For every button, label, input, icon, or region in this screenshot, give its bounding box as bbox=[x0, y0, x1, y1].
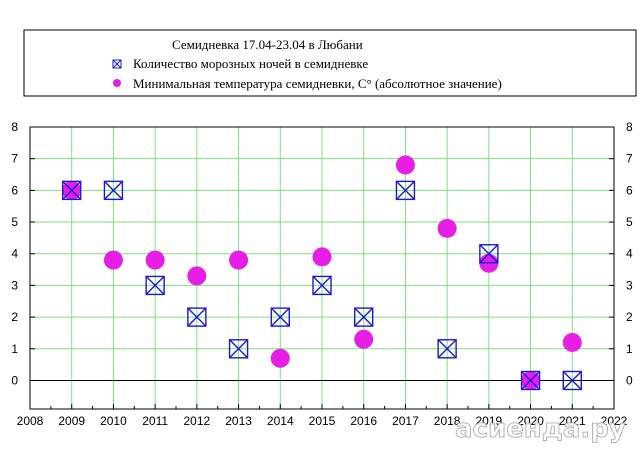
series-frost-nights bbox=[62, 180, 582, 391]
y-tick-label-right: 4 bbox=[626, 247, 633, 261]
point-frost-nights bbox=[395, 180, 416, 201]
x-tick-label: 2021 bbox=[559, 414, 586, 428]
point-min-temp bbox=[229, 250, 249, 270]
ticks: 2008 2009 2010 2011 2012 2013 2014 2015 2016 2017… bbox=[11, 120, 633, 428]
point-frost-nights bbox=[145, 275, 165, 296]
point-frost-nights bbox=[562, 370, 582, 391]
y-tick-label-left: 3 bbox=[11, 278, 18, 292]
x-tick-label: 2013 bbox=[225, 414, 252, 428]
y-tick-label-left: 5 bbox=[11, 215, 18, 229]
point-frost-nights bbox=[479, 244, 499, 264]
y-tick-label-right: 5 bbox=[626, 215, 633, 229]
legend-box bbox=[23, 29, 637, 97]
y-tick-label-right: 8 bbox=[626, 120, 633, 134]
point-frost-nights bbox=[354, 307, 374, 327]
y-tick-label-right: 6 bbox=[626, 183, 633, 197]
legend-marker-min-temp bbox=[113, 79, 121, 87]
point-min-temp bbox=[145, 250, 165, 270]
x-tick-label: 2018 bbox=[434, 414, 461, 428]
chart-title: Семидневка 17.04-23.04 в Любани bbox=[172, 37, 363, 52]
x-tick-label: 2015 bbox=[309, 414, 336, 428]
point-min-temp bbox=[437, 218, 457, 238]
point-min-temp bbox=[103, 250, 123, 270]
legend-marker-frost-nights bbox=[112, 59, 122, 69]
x-tick-label: 2012 bbox=[184, 414, 211, 428]
watermark: асиенда.ру bbox=[455, 414, 626, 444]
x-tick-label: 2017 bbox=[392, 414, 419, 428]
y-tick-label-left: 6 bbox=[11, 183, 18, 197]
point-min-temp bbox=[270, 348, 290, 368]
point-frost-nights bbox=[187, 307, 207, 327]
x-tick-label: 2009 bbox=[58, 414, 85, 428]
legend-label-min-temp: Минимальная температура семидневки, С° (… bbox=[133, 76, 502, 91]
point-frost-nights bbox=[103, 180, 124, 201]
grid bbox=[30, 126, 614, 409]
y-tick-label-right: 2 bbox=[626, 310, 633, 324]
x-tick-label: 2011 bbox=[142, 414, 168, 428]
point-min-temp bbox=[187, 266, 207, 286]
x-tick-label: 2014 bbox=[267, 414, 294, 428]
x-tick-label: 2008 bbox=[17, 414, 44, 428]
y-tick-label-left: 8 bbox=[11, 120, 18, 134]
legend-label-frost-nights: Количество морозных ночей в семидневке bbox=[133, 56, 368, 71]
point-min-temp bbox=[354, 329, 374, 349]
x-tick-label: 2020 bbox=[517, 414, 544, 428]
y-tick-label-right: 1 bbox=[626, 342, 633, 356]
y-tick-label-right: 0 bbox=[626, 373, 633, 387]
y-tick-label-left: 1 bbox=[11, 342, 18, 356]
point-frost-nights bbox=[520, 370, 541, 391]
point-frost-nights bbox=[312, 275, 332, 296]
legend: Семидневка 17.04-23.04 в Любани Количест… bbox=[23, 29, 637, 97]
y-tick-label-left: 2 bbox=[11, 310, 18, 324]
y-tick-label-right: 7 bbox=[626, 152, 633, 166]
point-frost-nights bbox=[437, 339, 457, 359]
plot-area: 2008 2009 2010 2011 2012 2013 2014 2015 2016 2017… bbox=[11, 120, 633, 428]
x-tick-label: 2010 bbox=[100, 414, 127, 428]
x-tick-label: 2022 bbox=[601, 414, 628, 428]
x-tick-label: 2019 bbox=[476, 414, 503, 428]
point-frost-nights bbox=[62, 180, 82, 201]
y-tick-label-left: 7 bbox=[11, 152, 18, 166]
point-frost-nights bbox=[228, 339, 249, 359]
point-min-temp bbox=[312, 247, 332, 267]
y-tick-label-left: 4 bbox=[11, 247, 18, 261]
point-min-temp bbox=[395, 155, 415, 175]
y-tick-label-right: 3 bbox=[626, 278, 633, 292]
y-tick-label-left: 0 bbox=[11, 373, 18, 387]
point-frost-nights bbox=[270, 307, 290, 327]
point-min-temp bbox=[562, 332, 582, 352]
x-tick-label: 2016 bbox=[350, 414, 377, 428]
